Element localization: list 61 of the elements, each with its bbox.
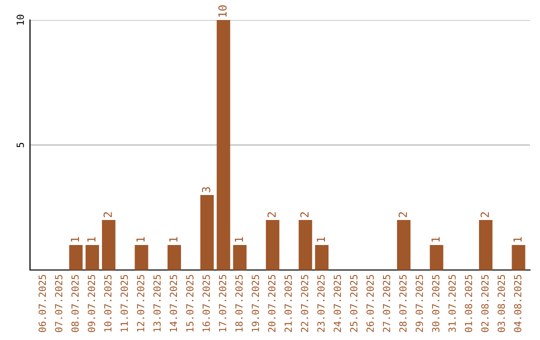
data-label: 2 [300,212,309,218]
x-tick-label: 17.07.2025 [218,274,226,332]
x-tick-label: 29.07.2025 [416,274,424,332]
data-label: 1 [169,237,178,242]
bar [86,245,100,270]
x-tick-label: 09.07.2025 [88,274,96,332]
x-tick-label: 24.07.2025 [334,274,342,332]
data-label: 2 [398,212,407,218]
x-tick-label: 13.07.2025 [153,274,161,332]
data-label: 1 [514,237,522,242]
bar [233,245,247,270]
x-tick-label: 18.07.2025 [235,274,243,332]
x-tick-label: 06.07.2025 [38,274,46,332]
x-tick-label: 12.07.2025 [136,274,144,332]
x-tick-label: 01.08.2025 [464,274,472,332]
x-tick-label: 07.07.2025 [55,274,62,332]
bar [216,20,230,270]
x-tick-label: 08.07.2025 [71,274,79,332]
data-label: 2 [267,212,276,218]
data-label: 10 [218,5,227,17]
data-label: 1 [70,237,79,242]
x-tick-label: 30.07.2025 [432,274,440,332]
data-label: 1 [87,237,96,242]
data-label: 2 [480,212,489,218]
x-tick-label: 02.08.2025 [481,274,489,332]
data-label: 3 [202,187,210,192]
bar [315,245,329,270]
bar [134,245,148,270]
x-tick-label: 10.07.2025 [104,274,112,332]
bar [168,245,181,270]
x-tick-label: 03.08.2025 [498,274,505,332]
data-label: 1 [316,237,325,242]
bar [479,220,492,270]
x-tick-label: 19.07.2025 [252,274,260,332]
bar [200,195,214,270]
x-tick-label: 04.08.2025 [514,274,522,332]
bar [102,220,116,270]
bar [69,245,83,270]
x-tick-label: 28.07.2025 [399,274,407,332]
bar [266,220,280,270]
x-tick-label: 27.07.2025 [382,274,390,332]
bar [512,245,526,270]
bar [397,220,410,270]
bar [298,220,312,270]
x-tick-label: 22.07.2025 [300,274,308,332]
bar [430,245,444,270]
x-tick-label: 15.07.2025 [186,274,194,332]
x-tick-label: 20.07.2025 [268,274,276,332]
data-label: 1 [234,237,243,242]
x-tick-label: 11.07.2025 [120,274,128,332]
x-tick-label: 31.07.2025 [448,274,456,332]
x-tick-label: 25.07.2025 [350,274,358,332]
x-tick-label: 14.07.2025 [170,274,178,332]
data-label: 1 [136,237,145,242]
x-tick-label: 16.07.2025 [202,274,210,332]
x-tick-label: 26.07.2025 [366,274,374,332]
data-label: 1 [432,237,440,242]
data-label: 2 [104,212,112,218]
y-tick-label: 5 [16,142,24,148]
x-tick-label: 21.07.2025 [284,274,292,332]
x-tick-label: 23.07.2025 [317,274,325,332]
